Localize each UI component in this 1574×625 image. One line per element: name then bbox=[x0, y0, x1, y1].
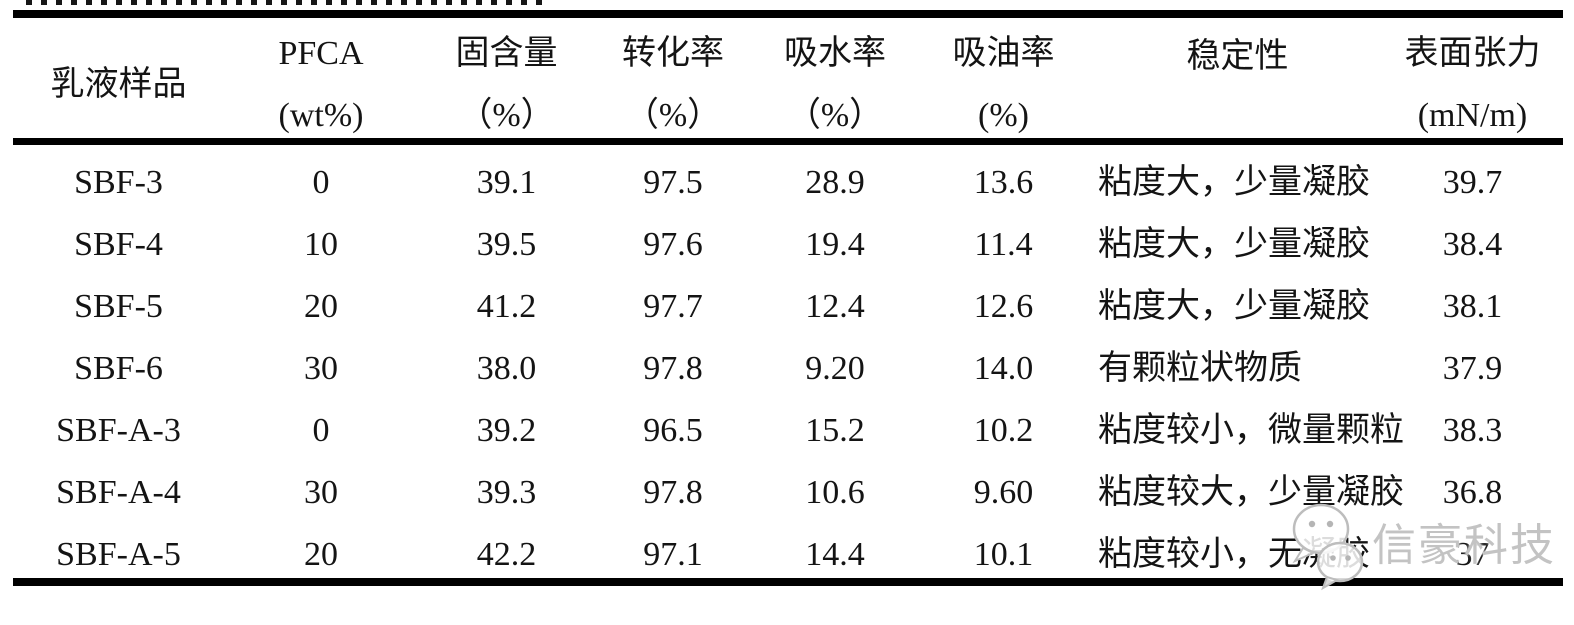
cell-sample: SBF-A-5 bbox=[56, 536, 181, 573]
cell-pfca: 0 bbox=[312, 412, 330, 449]
cell-water-absorption: 10.6 bbox=[805, 474, 865, 511]
header-unit: （%） bbox=[786, 97, 884, 134]
cell-pfca: 0 bbox=[312, 164, 330, 201]
cell-sample: SBF-5 bbox=[74, 288, 163, 325]
cell-oil-absorption: 14.0 bbox=[973, 350, 1034, 387]
table-bottom-rule bbox=[13, 578, 1563, 586]
cell-oil-absorption: 10.2 bbox=[973, 412, 1034, 449]
cell-stability: 粘度大，少量凝胶 bbox=[1098, 164, 1370, 201]
cell-sample: SBF-A-4 bbox=[56, 474, 181, 511]
header-label: 固含量 bbox=[455, 35, 558, 73]
column-header-conversion: 转化率 （%） bbox=[593, 18, 753, 152]
header-unit: （%） bbox=[458, 97, 555, 134]
cell-conversion: 97.8 bbox=[643, 474, 703, 511]
cell-conversion: 97.1 bbox=[643, 536, 703, 573]
cell-conversion: 96.5 bbox=[643, 412, 703, 449]
cell-solid-content: 39.5 bbox=[476, 226, 537, 263]
cell-oil-absorption: 13.6 bbox=[973, 164, 1034, 201]
cell-sample: SBF-4 bbox=[74, 226, 163, 263]
wechat-logo-icon bbox=[1292, 503, 1364, 591]
table-header-rule bbox=[13, 138, 1563, 145]
column-header-solid-content: 固含量 （%） bbox=[420, 18, 593, 152]
cell-stability: 粘度大，少量凝胶 bbox=[1098, 288, 1370, 325]
cropped-caption-fragments bbox=[26, 0, 546, 5]
column-header-surface-tension: 表面张力 (mN/m) bbox=[1385, 18, 1560, 152]
cell-sample: SBF-3 bbox=[74, 164, 163, 201]
cell-conversion: 97.6 bbox=[643, 226, 703, 263]
cell-solid-content: 38.0 bbox=[476, 350, 537, 387]
cell-pfca: 30 bbox=[304, 474, 338, 511]
cell-stability: 粘度较小，微量颗粒 bbox=[1098, 412, 1404, 449]
cell-stability: 粘度大，少量凝胶 bbox=[1098, 226, 1370, 263]
cell-oil-absorption: 12.6 bbox=[973, 288, 1034, 325]
cell-water-absorption: 12.4 bbox=[805, 288, 865, 325]
header-unit: （%） bbox=[624, 97, 722, 134]
cell-oil-absorption: 10.1 bbox=[973, 536, 1034, 573]
cell-water-absorption: 19.4 bbox=[805, 226, 865, 263]
cell-oil-absorption: 11.4 bbox=[974, 226, 1033, 263]
cell-surface-tension: 38.3 bbox=[1442, 412, 1503, 449]
emulsion-properties-table: 乳液样品 PFCA (wt%) 固含量 （%） 转化率 （%） 吸水率 （%） … bbox=[15, 18, 1560, 586]
column-header-oil-absorption: 吸油率 (%) bbox=[917, 18, 1090, 152]
cell-water-absorption: 15.2 bbox=[805, 412, 865, 449]
cell-water-absorption: 14.4 bbox=[805, 536, 865, 573]
column-header-stability: 稳定性 bbox=[1090, 18, 1385, 152]
cell-solid-content: 39.2 bbox=[476, 412, 537, 449]
cell-solid-content: 41.2 bbox=[476, 288, 537, 325]
cell-pfca: 10 bbox=[304, 226, 338, 263]
header-label: 吸油率 bbox=[952, 35, 1055, 73]
cell-surface-tension: 38.4 bbox=[1442, 226, 1503, 263]
cell-solid-content: 39.1 bbox=[476, 164, 537, 201]
header-unit: (wt%) bbox=[278, 97, 364, 134]
table-top-rule bbox=[13, 10, 1563, 18]
cell-surface-tension: 38.1 bbox=[1442, 288, 1503, 325]
header-label: 稳定性 bbox=[1186, 38, 1289, 75]
header-label: 表面张力 bbox=[1404, 35, 1541, 73]
header-label: 乳液样品 bbox=[50, 66, 187, 104]
header-label: 转化率 bbox=[622, 35, 724, 73]
watermark-text: 信豪科技 bbox=[1372, 521, 1556, 570]
header-label: 吸水率 bbox=[784, 35, 886, 73]
cell-water-absorption: 9.20 bbox=[805, 350, 865, 387]
cell-sample: SBF-6 bbox=[74, 350, 163, 387]
cell-conversion: 97.8 bbox=[643, 350, 703, 387]
cell-pfca: 20 bbox=[304, 288, 338, 325]
cell-surface-tension: 37 bbox=[1455, 536, 1490, 573]
cell-solid-content: 42.2 bbox=[476, 536, 537, 573]
cell-pfca: 30 bbox=[304, 350, 338, 387]
column-header-pfca: PFCA (wt%) bbox=[222, 18, 420, 152]
cell-oil-absorption: 9.60 bbox=[973, 474, 1034, 511]
cell-water-absorption: 28.9 bbox=[805, 164, 865, 201]
cell-solid-content: 39.3 bbox=[476, 474, 537, 511]
cell-sample: SBF-A-3 bbox=[56, 412, 181, 449]
cell-stability: 粘度较大，少量凝胶 bbox=[1098, 474, 1404, 511]
cell-surface-tension: 39.7 bbox=[1442, 164, 1503, 201]
cell-pfca: 20 bbox=[304, 536, 338, 573]
cell-conversion: 97.5 bbox=[643, 164, 703, 201]
column-header-sample: 乳液样品 bbox=[15, 18, 222, 152]
header-label: PFCA bbox=[278, 35, 364, 73]
cell-surface-tension: 37.9 bbox=[1442, 350, 1503, 387]
column-header-water-absorption: 吸水率 （%） bbox=[753, 18, 917, 152]
cell-conversion: 97.7 bbox=[643, 288, 703, 325]
cell-surface-tension: 36.8 bbox=[1442, 474, 1503, 511]
header-unit: (mN/m) bbox=[1417, 97, 1528, 134]
header-unit: (%) bbox=[978, 97, 1029, 134]
cell-stability: 有颗粒状物质 bbox=[1098, 350, 1302, 387]
